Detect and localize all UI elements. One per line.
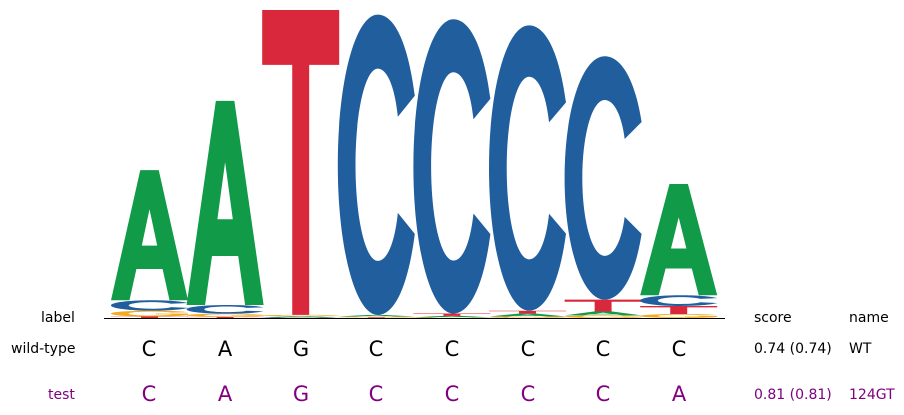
test-score: 0.81 (0.81) (754, 387, 832, 403)
test-name: 124GT (849, 387, 895, 403)
wild-type-base: A (217, 337, 233, 361)
logo-letter-g (413, 317, 491, 318)
wild-type-base: C (671, 337, 687, 361)
logo-letter-t (640, 305, 718, 314)
logo-letter-a (111, 170, 188, 301)
test-base: C (444, 382, 460, 406)
logo-letter-a (337, 314, 415, 317)
logo-letter-g (564, 315, 642, 318)
logo-letter-c (489, 25, 566, 311)
test-label: test (48, 387, 75, 403)
wild-type-base: G (292, 337, 310, 361)
logo-letter-t (489, 310, 566, 314)
logo-letter-a (489, 313, 566, 317)
test-base: C (595, 382, 611, 406)
logo-letter-c (564, 56, 642, 300)
logo-letter-t (564, 299, 642, 312)
logo-letter-g (111, 310, 188, 317)
wild-type-base: C (444, 337, 460, 361)
test-base: G (292, 382, 310, 406)
logo-letter-a (564, 311, 642, 316)
wild-type-base: C (368, 337, 384, 361)
logo-letter-t (413, 313, 491, 316)
logo-letter-c (262, 317, 340, 318)
wild-type-name: WT (849, 341, 872, 357)
logo-letter-t (262, 10, 340, 315)
logo-letter-c (111, 300, 188, 311)
test-base: A (217, 382, 233, 406)
label-column-header: label (41, 310, 75, 326)
logo-letter-g (262, 314, 340, 317)
test-base: C (368, 382, 384, 406)
logo-letter-a (186, 100, 264, 305)
logo-letter-t (111, 316, 188, 318)
logo-letter-a (262, 316, 340, 318)
logo-letter-t (337, 317, 415, 318)
name-column-header: name (849, 310, 889, 326)
test-base: C (520, 382, 536, 406)
wild-type-label: wild-type (11, 341, 76, 357)
logo-letter-c (413, 19, 491, 314)
wild-type-base: C (595, 337, 611, 361)
test-base: C (141, 382, 157, 406)
test-base: A (671, 382, 687, 406)
logo-letter-a (640, 184, 718, 296)
logo-letter-g (337, 316, 415, 318)
logo-letter-c (640, 295, 718, 306)
wild-type-score: 0.74 (0.74) (754, 341, 832, 357)
logo-letter-c (337, 14, 415, 315)
wild-type-base: C (520, 337, 536, 361)
logo-letter-g (489, 316, 566, 319)
logo-letter-c (186, 304, 264, 314)
wild-type-base: C (141, 337, 157, 361)
logo-letter-t (186, 316, 264, 318)
logo-stacks (111, 10, 718, 319)
logo-letter-a (413, 315, 491, 318)
logo-letter-g (640, 313, 718, 318)
logo-letter-g (186, 313, 264, 317)
score-column-header: score (754, 310, 792, 326)
